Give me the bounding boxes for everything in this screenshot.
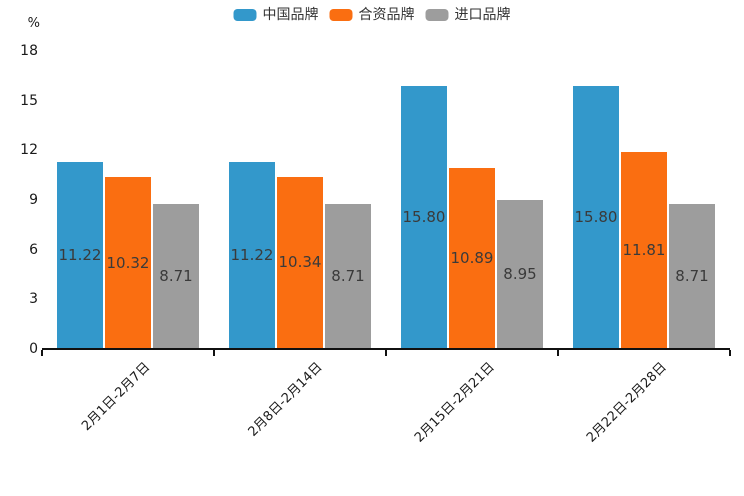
bar [57,162,103,348]
legend-swatch-icon [233,9,257,21]
legend-label: 中国品牌 [262,7,319,23]
x-category-label: 2月15日-2月21日 [411,359,498,446]
bar-value-label: 10.32 [106,253,150,272]
legend-item-3[interactable]: 进口品牌 [425,6,511,24]
legend-label: 进口品牌 [454,7,511,23]
bar [621,152,667,348]
x-category-label: 2月22日-2月28日 [583,359,670,446]
bar [277,176,323,348]
bar [669,203,715,348]
bar-value-label: 10.34 [278,253,322,272]
bar-value-label: 15.80 [574,208,618,227]
legend-item-1[interactable]: 中国品牌 [233,6,319,24]
y-tick-label: 9 [29,192,38,208]
y-tick-label: 15 [20,92,38,109]
y-tick-label: 6 [29,241,38,258]
bar [153,203,199,348]
bar-value-label: 8.71 [159,266,193,285]
x-axis-tick [41,350,43,356]
x-axis-tick [557,350,559,356]
x-category-label: 2月8日-2月14日 [245,359,326,440]
bar [229,162,275,348]
x-axis-tick [385,350,387,356]
y-tick-label: 18 [20,43,38,59]
bar [497,199,543,348]
bar-value-label: 15.80 [402,208,446,227]
x-axis-line [42,348,730,350]
legend-label: 合资品牌 [358,7,415,23]
bar-value-label: 11.81 [622,241,666,260]
bar-value-label: 11.22 [230,246,274,265]
legend-item-2[interactable]: 合资品牌 [329,6,415,24]
y-axis-unit-label: % [27,16,40,31]
bar-value-label: 11.22 [58,246,102,265]
bar [449,167,495,348]
bar [105,177,151,348]
bar-value-label: 10.89 [450,248,494,267]
y-tick-label: 0 [29,341,38,357]
y-tick-label: 12 [20,142,38,159]
chart-legend: 中国品牌 合资品牌 进口品牌 [233,6,511,24]
x-axis-tick [729,350,731,356]
bar [325,203,371,348]
bar-value-label: 8.71 [331,266,365,285]
y-tick-label: 3 [29,291,38,308]
x-category-label: 2月1日-2月7日 [79,359,154,434]
legend-swatch-icon [425,9,449,21]
bar [573,86,619,348]
bar-value-label: 8.95 [503,264,537,283]
bar-value-label: 8.71 [675,266,709,285]
legend-swatch-icon [329,9,353,21]
x-axis-tick [213,350,215,356]
bar [401,86,447,348]
